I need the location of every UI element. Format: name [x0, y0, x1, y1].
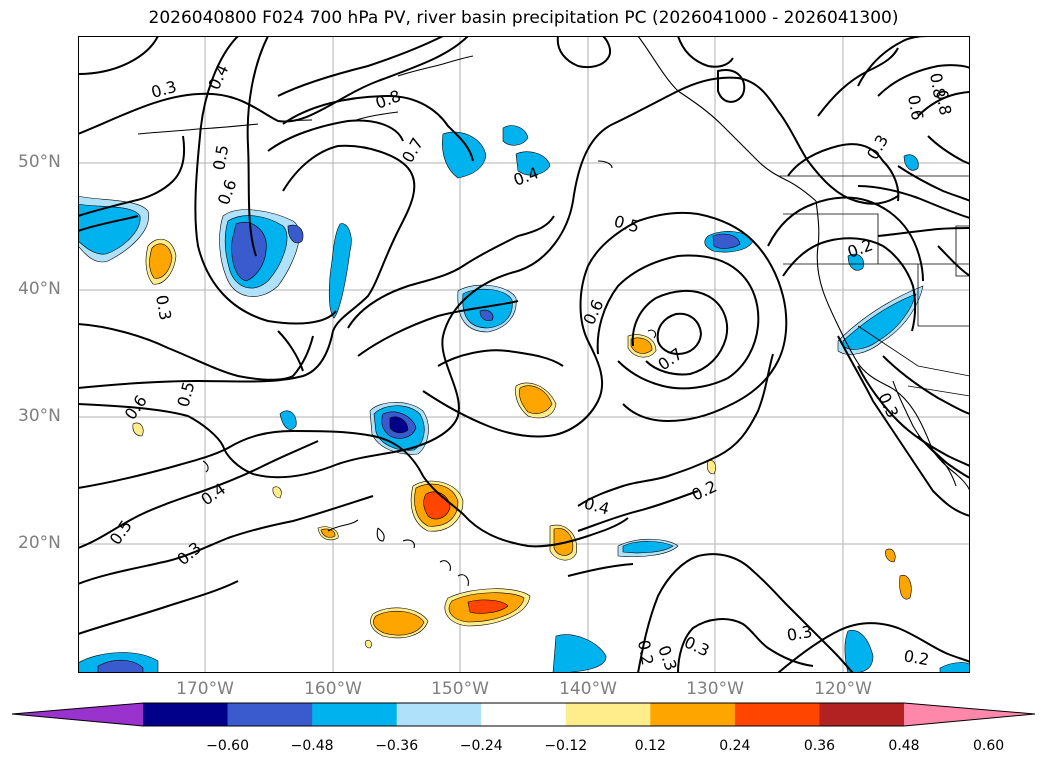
colorbar-segment [819, 703, 905, 726]
colorbar-tick-label: 0.24 [719, 738, 751, 754]
contour-label: 0.3 [152, 293, 175, 321]
colorbar-tick-label: −0.48 [290, 738, 334, 754]
lat-label-40n: 40°N [18, 279, 61, 299]
colorbar-segment [734, 703, 820, 726]
contour-label: 0.5 [209, 143, 232, 171]
map-panel: 0.3 0.4 0.5 0.6 0.8 0.7 0.4 0.5 0.6 0.7 … [78, 36, 970, 673]
colorbar-segment [227, 703, 313, 726]
contour-label: 0.2 [902, 646, 930, 669]
colorbar-tick-label: 0.36 [803, 738, 836, 754]
contour-label: 0.8 [926, 71, 949, 99]
colorbar-segment [481, 703, 567, 726]
lon-label-120w: 120°W [814, 679, 872, 699]
colorbar-tick-label: −0.24 [459, 738, 503, 754]
colorbar-tick-label: −0.36 [375, 738, 419, 754]
colorbar-tick-label: 0.60 [972, 738, 1005, 754]
political-borders [778, 175, 970, 397]
lon-label-130w: 130°W [686, 679, 744, 699]
map-title: 2026040800 F024 700 hPa PV, river basin … [148, 8, 899, 28]
colorbar-tick-label: −0.12 [544, 738, 588, 754]
colorbar-tick-label: 0.48 [888, 738, 920, 754]
colorbar-extend-low [12, 703, 143, 726]
colorbar-tick-label: −0.60 [206, 738, 249, 754]
contour-label: 0.6 [904, 93, 927, 121]
map-frame [78, 36, 970, 673]
colorbar-segment [312, 703, 398, 726]
coastlines [137, 36, 970, 587]
colorbar-segment [565, 703, 651, 726]
lon-label-170w: 170°W [176, 679, 234, 699]
colorbar-segment [143, 703, 229, 726]
contour-label: 0.3 [785, 622, 813, 645]
colorbar-tick-label: 0.12 [634, 738, 666, 754]
lon-label-160w: 160°W [304, 679, 362, 699]
colorbar-segment [396, 703, 482, 726]
contour-label: 0.2 [634, 638, 657, 666]
lon-label-150w: 150°W [431, 679, 489, 699]
pv-contours [78, 36, 970, 673]
lon-label-140w: 140°W [559, 679, 617, 699]
lat-label-20n: 20°N [18, 533, 61, 553]
lat-label-50n: 50°N [18, 152, 61, 172]
contour-label: 0.8 [932, 88, 955, 116]
colorbar [11, 702, 1036, 727]
colorbar-segment [650, 703, 736, 726]
lat-label-30n: 30°N [18, 406, 61, 426]
colorbar-extend-high [904, 703, 1035, 726]
precip-shading [78, 125, 970, 673]
